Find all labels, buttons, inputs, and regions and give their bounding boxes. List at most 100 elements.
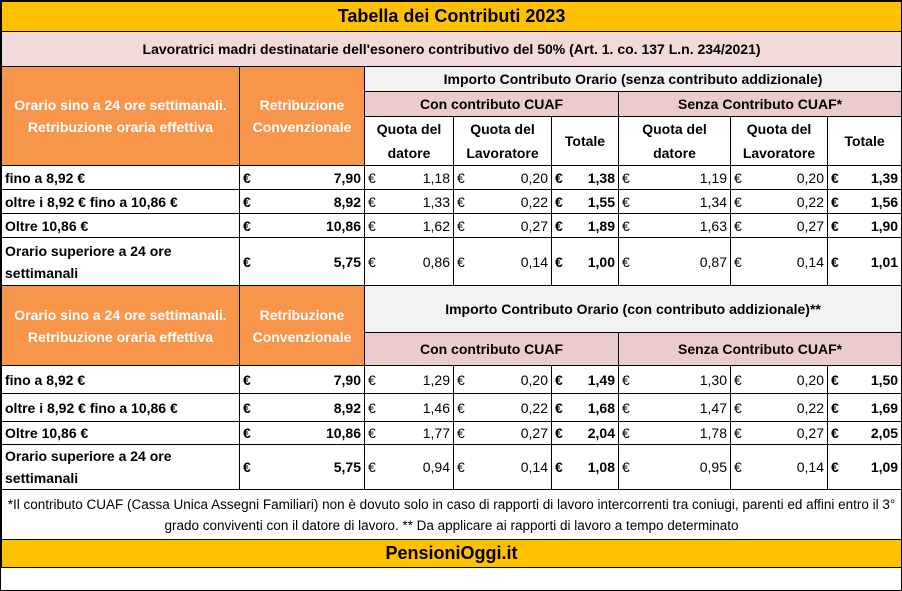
amount-cell: €8,92 [239,189,365,214]
table-row: oltre i 8,92 € fino a 10,86 € €8,92 €1,33 €… [1,189,902,214]
amount-value: 0,20 [796,169,824,186]
currency-symbol: € [831,425,839,441]
amount-value: 1,55 [587,193,615,210]
currency-symbol: € [457,217,465,234]
amount-cell: €2,05 [826,421,902,445]
currency-symbol: € [368,459,376,475]
amount-cell: €0,20 [453,165,552,190]
amount-cell: €0,27 [453,421,552,445]
amount-cell: €1,56 [826,189,902,214]
table-row: Oltre 10,86 € €10,86 €1,77 €0,27 €2,04 €1,78 €… [1,421,902,445]
amount-value: 0,22 [520,193,548,210]
amount-cell: €10,86 [239,213,365,238]
currency-symbol: € [831,253,839,270]
contributi-table: Tabella dei Contributi 2023 Lavoratrici … [0,1,902,568]
currency-symbol: € [622,169,630,186]
amount-cell: €5,75 [239,237,365,286]
amount-value: 5,75 [333,459,361,475]
currency-symbol: € [622,459,630,475]
amount-value: 10,86 [325,217,361,234]
amount-cell: €1,38 [551,165,619,190]
currency-symbol: € [555,169,563,186]
currency-symbol: € [622,371,630,388]
currency-symbol: € [734,217,742,234]
amount-value: 0,27 [796,425,824,441]
amount-value: 0,86 [422,253,450,270]
amount-cell: €10,86 [239,421,365,445]
row-label: Oltre 10,86 € [1,421,240,445]
amount-cell: €1,63 [618,213,731,238]
amount-value: 1,29 [422,371,450,388]
amount-cell: €0,94 [364,444,454,490]
amount-cell: €0,20 [730,165,828,190]
quota-lavoratore-header: Quota del Lavoratore [730,116,828,166]
totale-header: Totale [826,116,902,166]
amount-value: 0,27 [796,217,824,234]
amount-value: 1,08 [587,459,615,475]
amount-cell: €0,22 [453,189,552,214]
currency-symbol: € [734,399,742,416]
amount-value: 1,38 [587,169,615,186]
amount-value: 1,30 [699,371,727,388]
amount-value: 0,14 [520,459,548,475]
amount-value: 1,56 [870,193,899,210]
amount-cell: €1,09 [826,444,902,490]
currency-symbol: € [555,217,563,234]
currency-symbol: € [555,253,563,270]
con-cuaf-header: Con contributo CUAF [364,332,619,366]
footnote: *Il contributo CUAF (Cassa Unica Assegni… [0,489,902,540]
currency-symbol: € [831,169,839,186]
amount-value: 0,22 [796,193,824,210]
amount-cell: €1,55 [551,189,619,214]
currency-symbol: € [622,217,630,234]
currency-symbol: € [243,425,251,441]
amount-cell: €1,18 [364,165,454,190]
amount-cell: €0,22 [453,393,552,422]
amount-value: 1,68 [587,399,615,416]
amount-cell: €0,22 [730,189,828,214]
amount-value: 1,89 [587,217,615,234]
currency-symbol: € [831,217,839,234]
currency-symbol: € [734,253,742,270]
amount-value: 1,09 [870,459,899,475]
amount-value: 7,90 [333,371,361,388]
amount-value: 1,01 [870,253,899,270]
amount-cell: €1,50 [826,365,902,394]
amount-cell: €1,34 [618,189,731,214]
amount-cell: €1,08 [551,444,619,490]
row-label: fino a 8,92 € [1,365,240,394]
amount-value: 0,27 [520,425,548,441]
amount-cell: €7,90 [239,365,365,394]
currency-symbol: € [457,425,465,441]
currency-symbol: € [243,193,251,210]
amount-value: 1,78 [699,425,727,441]
currency-symbol: € [457,253,465,270]
amount-value: 1,69 [870,399,899,416]
currency-symbol: € [831,459,839,475]
amount-value: 0,20 [796,371,824,388]
importo-header: Importo Contributo Orario (con contribut… [363,285,902,333]
page-title: Tabella dei Contributi 2023 [0,1,902,32]
amount-cell: €1,68 [551,393,619,422]
amount-value: 2,05 [870,425,899,441]
amount-value: 0,14 [796,253,824,270]
table-row: Orario superiore a 24 ore settimanali €5,… [1,444,902,490]
amount-cell: €1,89 [551,213,619,238]
currency-symbol: € [368,217,376,234]
senza-cuaf-header: Senza Contributo CUAF* [617,332,902,366]
amount-cell: €0,27 [730,213,828,238]
currency-symbol: € [457,459,465,475]
brand-footer: PensioniOggi.it [0,539,902,568]
con-cuaf-header: Con contributo CUAF [364,91,619,117]
currency-symbol: € [622,253,630,270]
amount-value: 1,50 [870,371,899,388]
currency-symbol: € [734,459,742,475]
currency-symbol: € [368,193,376,210]
senza-cuaf-header: Senza Contributo CUAF* [617,91,902,117]
amount-value: 1,62 [422,217,450,234]
amount-value: 0,22 [796,399,824,416]
amount-value: 0,14 [796,459,824,475]
quota-lavoratore-header: Quota del Lavoratore [453,116,552,166]
amount-cell: €5,75 [239,444,365,490]
